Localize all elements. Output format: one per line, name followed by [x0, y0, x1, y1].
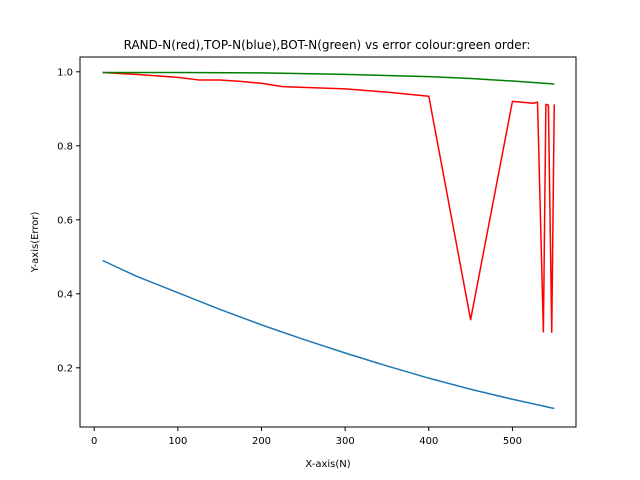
series-line-2	[102, 71, 555, 85]
x-tick-label: 400	[419, 436, 438, 447]
plot-frame	[79, 56, 577, 428]
series-layer	[102, 71, 555, 410]
y-tick-label: 0.6	[57, 215, 73, 226]
x-tick-label: 500	[503, 436, 522, 447]
x-tick-label: 0	[91, 436, 97, 447]
y-tick-label: 0.2	[57, 363, 73, 374]
series-line-0	[102, 259, 555, 410]
y-tick-label: 0.8	[57, 141, 73, 152]
chart-title: RAND-N(red),TOP-N(blue),BOT-N(green) vs …	[124, 38, 531, 52]
y-axis-label: Y-axis(Error)	[30, 212, 41, 274]
x-axis-label: X-axis(N)	[305, 459, 350, 470]
y-tick-label: 0.4	[57, 289, 73, 300]
series-line-1	[102, 71, 555, 334]
x-tick-label: 300	[336, 436, 355, 447]
x-tick-label: 100	[168, 436, 187, 447]
ticks-layer: 0 100 200 300 400 500 0.2 0.4 0.6 0.8 1.0	[57, 67, 522, 447]
y-tick-label: 1.0	[57, 67, 73, 78]
x-tick-label: 200	[252, 436, 271, 447]
